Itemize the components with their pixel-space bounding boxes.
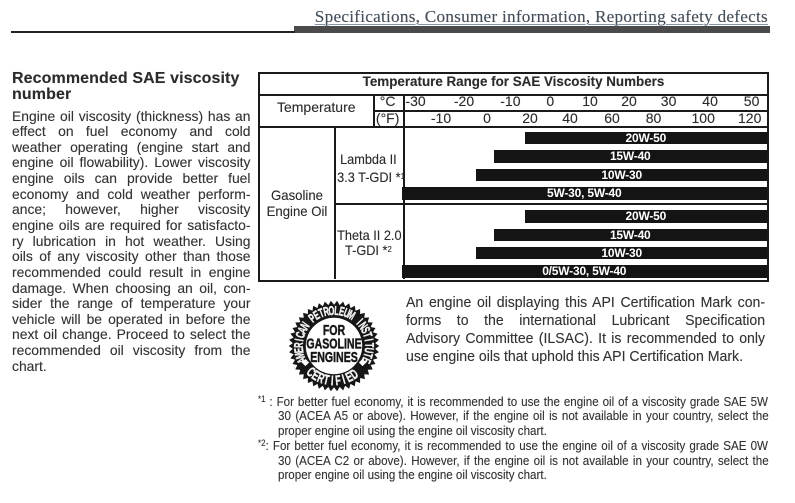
svg-text:E: E: [312, 309, 323, 323]
svg-text:C: C: [294, 330, 308, 340]
svg-text:F: F: [335, 374, 342, 389]
svg-text:R: R: [293, 342, 306, 348]
svg-text:R: R: [322, 305, 331, 319]
svg-text:E: E: [293, 347, 307, 354]
svg-text:T: T: [362, 343, 375, 348]
svg-text:E: E: [358, 355, 372, 365]
svg-text:E: E: [338, 306, 346, 320]
svg-text:M: M: [294, 350, 309, 360]
svg-text:T: T: [322, 373, 330, 388]
svg-text:GASOLINE: GASOLINE: [306, 336, 361, 352]
svg-text:O: O: [328, 305, 335, 319]
svg-text:T: T: [360, 351, 374, 359]
svg-text:L: L: [334, 305, 340, 319]
svg-text:I: I: [341, 373, 347, 387]
svg-text:I: I: [353, 317, 364, 328]
svg-text:A: A: [295, 354, 310, 365]
svg-text:U: U: [361, 347, 375, 354]
svg-text:S: S: [357, 325, 371, 336]
svg-text:FOR: FOR: [323, 323, 345, 339]
svg-text:U: U: [341, 307, 351, 321]
svg-text:A: A: [296, 325, 311, 336]
svg-text:I: I: [361, 338, 375, 342]
svg-text:I: I: [294, 338, 308, 342]
svg-text:T: T: [359, 331, 373, 340]
svg-text:ENGINES: ENGINES: [310, 349, 358, 365]
svg-text:I: I: [331, 374, 334, 388]
svg-text:T: T: [317, 307, 327, 321]
